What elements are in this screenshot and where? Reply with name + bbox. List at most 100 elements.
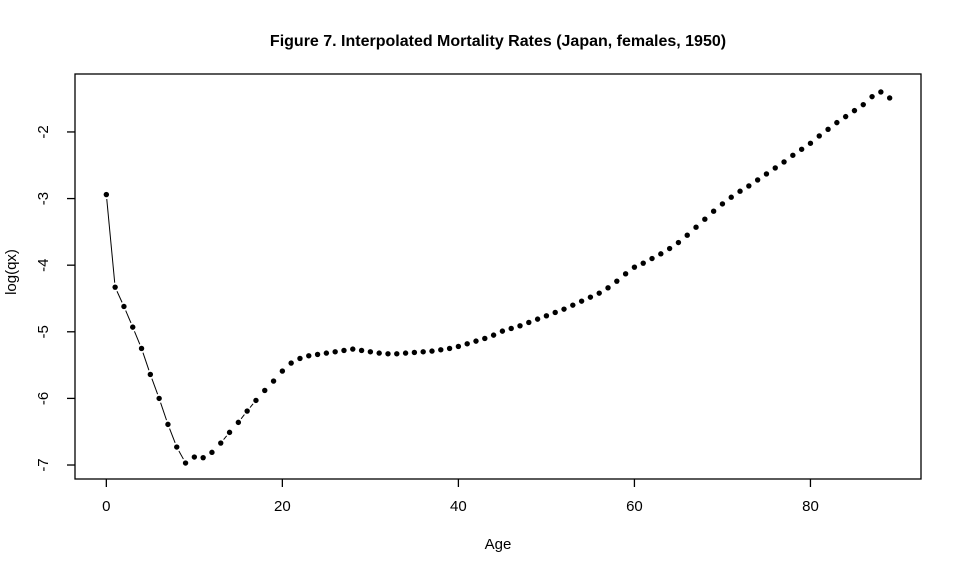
data-point (790, 152, 796, 158)
data-point (746, 183, 752, 189)
x-tick-label: 0 (102, 498, 110, 515)
data-point (279, 368, 286, 374)
x-axis-ticks: 0 20 40 60 80 (102, 479, 819, 515)
data-point (552, 309, 558, 316)
x-tick-label: 20 (274, 498, 291, 515)
data-point (103, 191, 110, 198)
data-point (165, 421, 171, 428)
data-point (543, 313, 550, 319)
data-point (130, 324, 136, 330)
point-connector-segment (249, 403, 254, 408)
data-point (702, 216, 708, 222)
x-tick-label: 40 (450, 498, 467, 515)
data-point (728, 194, 734, 200)
y-tick-label: -7 (35, 458, 52, 471)
data-point (561, 306, 567, 312)
data-point (596, 290, 602, 296)
data-point (781, 159, 787, 165)
data-point (508, 325, 514, 332)
data-point (490, 332, 497, 338)
data-point (587, 294, 594, 300)
data-point (499, 328, 506, 334)
data-point (297, 355, 303, 362)
data-point (218, 440, 224, 446)
data-point (411, 349, 418, 356)
data-point (438, 347, 444, 353)
data-point (570, 302, 576, 308)
data-point (270, 378, 277, 384)
data-point (385, 351, 391, 357)
y-tick-label: -2 (35, 125, 52, 138)
data-point (842, 113, 849, 120)
data-point (402, 350, 409, 356)
data-point (244, 408, 250, 414)
point-connector-segment (160, 402, 167, 421)
data-point (578, 298, 585, 304)
point-connector-segment (116, 291, 123, 303)
data-point (473, 338, 479, 344)
data-point (314, 351, 321, 358)
point-connector-segment (106, 198, 116, 283)
data-point (666, 245, 673, 252)
data-point (710, 208, 717, 214)
x-tick-label: 80 (802, 498, 819, 515)
data-point (200, 454, 206, 461)
data-point (288, 360, 294, 366)
data-point (482, 335, 488, 342)
data-point (262, 387, 268, 394)
data-point (138, 345, 145, 352)
data-point (684, 232, 690, 238)
data-point (517, 323, 523, 329)
data-point (798, 146, 805, 152)
data-point (772, 165, 778, 171)
data-point (605, 285, 611, 291)
y-axis-label: log(qx) (3, 249, 20, 295)
data-point (464, 341, 470, 347)
data-point (394, 351, 400, 357)
point-connector-segment (151, 378, 159, 395)
data-point (878, 89, 884, 95)
point-connector-segment (125, 310, 132, 324)
data-point (851, 107, 858, 114)
data-point (658, 251, 664, 257)
data-point (534, 316, 541, 322)
data-point (834, 119, 840, 126)
data-point (675, 239, 682, 246)
plot-border (74, 73, 922, 480)
data-point (754, 177, 761, 183)
data-point (350, 346, 356, 352)
data-point (737, 188, 743, 194)
data-point (429, 348, 435, 354)
data-point (420, 349, 426, 355)
data-point (614, 278, 620, 284)
y-tick-label: -3 (35, 192, 52, 205)
x-tick-label: 60 (626, 498, 643, 515)
data-point (156, 395, 162, 402)
point-connector-segment (169, 428, 176, 444)
data-point (455, 343, 462, 350)
data-point (446, 345, 453, 352)
y-tick-label: -5 (35, 325, 52, 338)
point-connector-segment (142, 352, 150, 371)
chart-title: Figure 7. Interpolated Mortality Rates (… (270, 33, 726, 50)
point-connector-segment (223, 435, 228, 440)
data-point (640, 260, 646, 266)
point-connector-segment (178, 450, 184, 460)
data-point (112, 284, 118, 290)
y-axis-ticks: -2 -3 -4 -5 -6 -7 (35, 125, 75, 472)
data-point (226, 429, 233, 436)
y-tick-label: -4 (35, 259, 52, 272)
data-point (147, 371, 154, 378)
data-point (649, 255, 655, 262)
data-point (358, 347, 365, 354)
data-point (719, 201, 726, 207)
data-point (693, 224, 699, 230)
data-point (376, 350, 382, 356)
point-connector-segment (133, 331, 141, 345)
data-point (860, 101, 866, 108)
data-point (763, 171, 770, 177)
x-axis-label: Age (485, 536, 512, 553)
data-point (306, 353, 312, 359)
data-point (253, 397, 259, 404)
